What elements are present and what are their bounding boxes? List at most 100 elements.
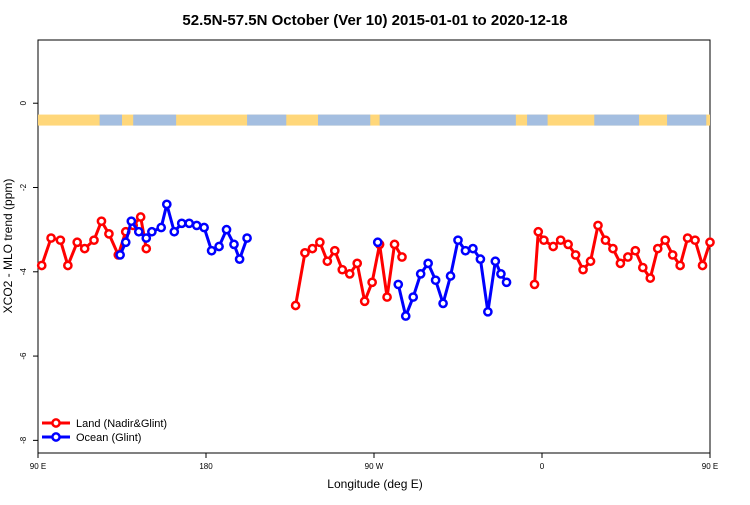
data-point bbox=[184, 218, 195, 229]
data-point bbox=[104, 229, 114, 239]
data-point bbox=[72, 237, 83, 248]
data-point bbox=[393, 279, 404, 290]
x-tick-label: 90 E bbox=[30, 462, 46, 471]
data-point bbox=[382, 292, 392, 302]
ocean-strip-segment bbox=[667, 114, 707, 126]
data-point bbox=[214, 241, 224, 252]
ocean-strip-segment bbox=[99, 114, 122, 126]
data-point bbox=[548, 241, 559, 252]
y-tick-label: -4 bbox=[19, 268, 28, 276]
data-point bbox=[438, 298, 448, 309]
data-point bbox=[615, 258, 626, 269]
data-point bbox=[191, 220, 202, 231]
y-tick-label: -2 bbox=[19, 183, 28, 191]
data-point bbox=[475, 254, 486, 264]
data-point bbox=[126, 216, 137, 227]
data-point bbox=[600, 235, 611, 246]
data-point bbox=[337, 264, 348, 275]
data-point bbox=[400, 311, 411, 321]
x-tick-label: 90 E bbox=[702, 462, 718, 471]
series-land bbox=[36, 212, 715, 311]
data-point bbox=[367, 277, 377, 288]
data-point bbox=[682, 233, 693, 243]
series-ocean bbox=[115, 199, 512, 321]
data-point bbox=[460, 245, 471, 256]
ocean-strip-segment bbox=[379, 114, 516, 126]
data-point bbox=[529, 279, 540, 290]
data-point bbox=[389, 239, 400, 250]
data-point bbox=[352, 258, 363, 269]
data-point bbox=[423, 258, 433, 269]
ocean-strip-segment bbox=[594, 114, 640, 126]
ocean-strip-segment bbox=[247, 114, 287, 126]
data-point bbox=[490, 256, 501, 267]
data-point bbox=[652, 243, 663, 254]
data-point bbox=[408, 292, 419, 302]
data-point bbox=[372, 237, 383, 248]
data-point bbox=[141, 243, 152, 254]
y-tick-label: 0 bbox=[19, 100, 28, 105]
data-point bbox=[667, 250, 678, 260]
data-point bbox=[483, 306, 493, 317]
data-point bbox=[199, 222, 209, 233]
data-point bbox=[570, 250, 581, 260]
data-point bbox=[242, 233, 252, 243]
series-line bbox=[396, 238, 508, 318]
data-point bbox=[705, 237, 715, 248]
data-point bbox=[115, 250, 125, 260]
land-strip bbox=[38, 114, 710, 126]
data-point bbox=[645, 273, 656, 283]
data-point bbox=[46, 233, 56, 243]
x-tick-label: 180 bbox=[199, 462, 213, 471]
ocean-strip-segment bbox=[527, 114, 548, 126]
data-point bbox=[176, 218, 187, 229]
data-point bbox=[307, 243, 318, 254]
data-point bbox=[147, 226, 157, 237]
data-point bbox=[36, 260, 47, 271]
data-point bbox=[415, 269, 426, 279]
data-point bbox=[120, 237, 131, 248]
data-point bbox=[533, 226, 544, 237]
ocean-strip-segment bbox=[318, 114, 371, 126]
data-point bbox=[322, 256, 333, 267]
data-point bbox=[630, 245, 641, 256]
data-point bbox=[578, 264, 588, 275]
data-point bbox=[697, 260, 708, 271]
series-line bbox=[533, 223, 712, 285]
data-point bbox=[96, 216, 107, 227]
data-point bbox=[229, 239, 239, 250]
data-point bbox=[496, 269, 506, 279]
y-tick-label: -6 bbox=[19, 352, 28, 360]
x-tick-label: 90 W bbox=[365, 462, 384, 471]
data-point bbox=[608, 243, 618, 254]
x-tick-label: 0 bbox=[540, 462, 545, 471]
data-point bbox=[300, 247, 310, 258]
data-point bbox=[156, 222, 167, 233]
data-point bbox=[359, 296, 370, 307]
data-point bbox=[169, 226, 180, 237]
data-point bbox=[89, 235, 99, 246]
data-point bbox=[585, 256, 596, 267]
data-point bbox=[675, 260, 685, 271]
legend-marker bbox=[51, 418, 61, 428]
data-point bbox=[453, 235, 463, 246]
data-point bbox=[290, 300, 301, 311]
data-point bbox=[539, 235, 549, 246]
legend-label: Land (Nadir&Glint) bbox=[76, 418, 167, 430]
data-point bbox=[206, 245, 217, 256]
data-point bbox=[234, 254, 245, 264]
x-axis-label: Longitude (deg E) bbox=[327, 477, 422, 491]
data-point bbox=[315, 237, 325, 248]
data-point bbox=[468, 243, 478, 254]
chart-title: 52.5N-57.5N October (Ver 10) 2015-01-01 … bbox=[182, 12, 567, 29]
data-point bbox=[637, 262, 648, 273]
data-point bbox=[133, 226, 144, 237]
y-axis-label: XCO2 - MLO trend (ppm) bbox=[1, 179, 15, 314]
data-point bbox=[555, 235, 566, 246]
legend-label: Ocean (Glint) bbox=[76, 432, 141, 444]
data-point bbox=[63, 260, 73, 271]
data-point bbox=[445, 271, 456, 281]
data-point bbox=[79, 243, 90, 254]
